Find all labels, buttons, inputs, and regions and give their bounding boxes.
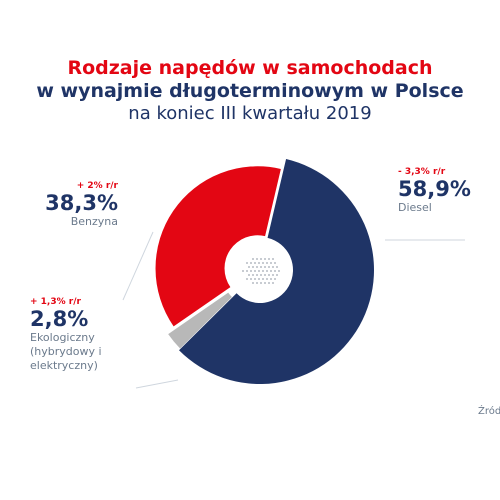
diesel-percent: 58,9% [398, 177, 471, 201]
center-pattern-dot [260, 258, 262, 260]
center-pattern-dot [250, 278, 252, 280]
center-pattern-dot [256, 274, 258, 276]
eko-percent: 2,8% [30, 307, 89, 331]
center-pattern-dot [274, 270, 276, 272]
center-pattern-dot [252, 258, 254, 260]
center-pattern-dot [258, 278, 260, 280]
benzyna-name: Benzyna [70, 215, 118, 228]
eko-leader-line [135, 379, 179, 389]
center-pattern-dot [262, 278, 264, 280]
center-pattern-dot [270, 278, 272, 280]
center-pattern-dot [254, 270, 256, 272]
center-pattern-dot [250, 270, 252, 272]
center-pattern-dot [268, 274, 270, 276]
center-pattern-dot [246, 278, 248, 280]
center-pattern-dot [266, 262, 268, 264]
center-pattern-dot [268, 266, 270, 268]
center-pattern-dot [270, 270, 272, 272]
center-pattern-dot [276, 274, 278, 276]
benzyna-percent: 38,3% [45, 191, 118, 215]
benzyna-leader-line [122, 231, 154, 301]
center-pattern-dot [246, 262, 248, 264]
eko-name-line-3: elektryczny) [30, 359, 98, 372]
center-pattern-dot [254, 278, 256, 280]
pie-slice-diesel [179, 159, 375, 385]
center-pattern-dot [272, 274, 274, 276]
benzyna-label: + 2% r/r 38,3% Benzyna [45, 181, 118, 229]
chart-title-line-1: Rodzaje napędów w samochodach [67, 57, 433, 79]
center-pattern-dot [248, 266, 250, 268]
center-pattern-dot [268, 258, 270, 260]
center-pattern-dot [264, 258, 266, 260]
center-pattern-dot [264, 282, 266, 284]
center-pattern-dot [260, 274, 262, 276]
chart-title-line-3: na koniec III kwartału 2019 [128, 103, 372, 124]
diesel-label: - 3,3% r/r 58,9% Diesel [398, 167, 471, 215]
center-pattern-dot [250, 262, 252, 264]
center-pattern-dot [276, 266, 278, 268]
center-pattern-dot [252, 266, 254, 268]
center-pattern-dot [256, 258, 258, 260]
pie-slice-ekologiczny [168, 292, 232, 349]
center-pattern-dot [270, 262, 272, 264]
center-pattern-dot [262, 262, 264, 264]
eko-label: + 1,3% r/r 2,8% Ekologiczny (hybrydowy i… [30, 297, 102, 373]
center-pattern-dot [260, 282, 262, 284]
center-pattern-dot [274, 262, 276, 264]
pie-slice-benzyna [155, 166, 281, 327]
diesel-change: - 3,3% r/r [398, 167, 446, 177]
center-pattern-dot [252, 282, 254, 284]
eko-name-line-1: Ekologiczny [30, 331, 95, 344]
center-pattern-dot [262, 270, 264, 272]
center-pattern [242, 258, 280, 284]
benzyna-change: + 2% r/r [76, 181, 118, 191]
center-pattern-dot [254, 262, 256, 264]
center-pattern-dot [260, 266, 262, 268]
center-pattern-dot [266, 278, 268, 280]
diesel-name: Diesel [398, 201, 432, 214]
center-pattern-dot [264, 266, 266, 268]
center-pattern-dot [272, 258, 274, 260]
center-pattern-dot [272, 282, 274, 284]
center-pattern-dot [266, 270, 268, 272]
center-pattern-dot [278, 270, 280, 272]
center-pattern-dot [256, 266, 258, 268]
source-note: Źród [478, 406, 500, 417]
center-pattern-dot [256, 282, 258, 284]
center-pattern-dot [268, 282, 270, 284]
eko-name-line-2: (hybrydowy i [30, 345, 102, 358]
center-pattern-dot [264, 274, 266, 276]
center-pattern-dot [258, 270, 260, 272]
eko-change: + 1,3% r/r [30, 297, 81, 307]
center-pattern-dot [242, 270, 244, 272]
center-pattern-dot [258, 262, 260, 264]
pie-slices [155, 159, 375, 385]
center-pattern-dot [252, 274, 254, 276]
center-pattern-dot [246, 270, 248, 272]
center-pattern-dot [274, 278, 276, 280]
center-pattern-dot [248, 274, 250, 276]
chart-title-line-2: w wynajmie długoterminowym w Polsce [36, 80, 464, 102]
center-pattern-dot [272, 266, 274, 268]
